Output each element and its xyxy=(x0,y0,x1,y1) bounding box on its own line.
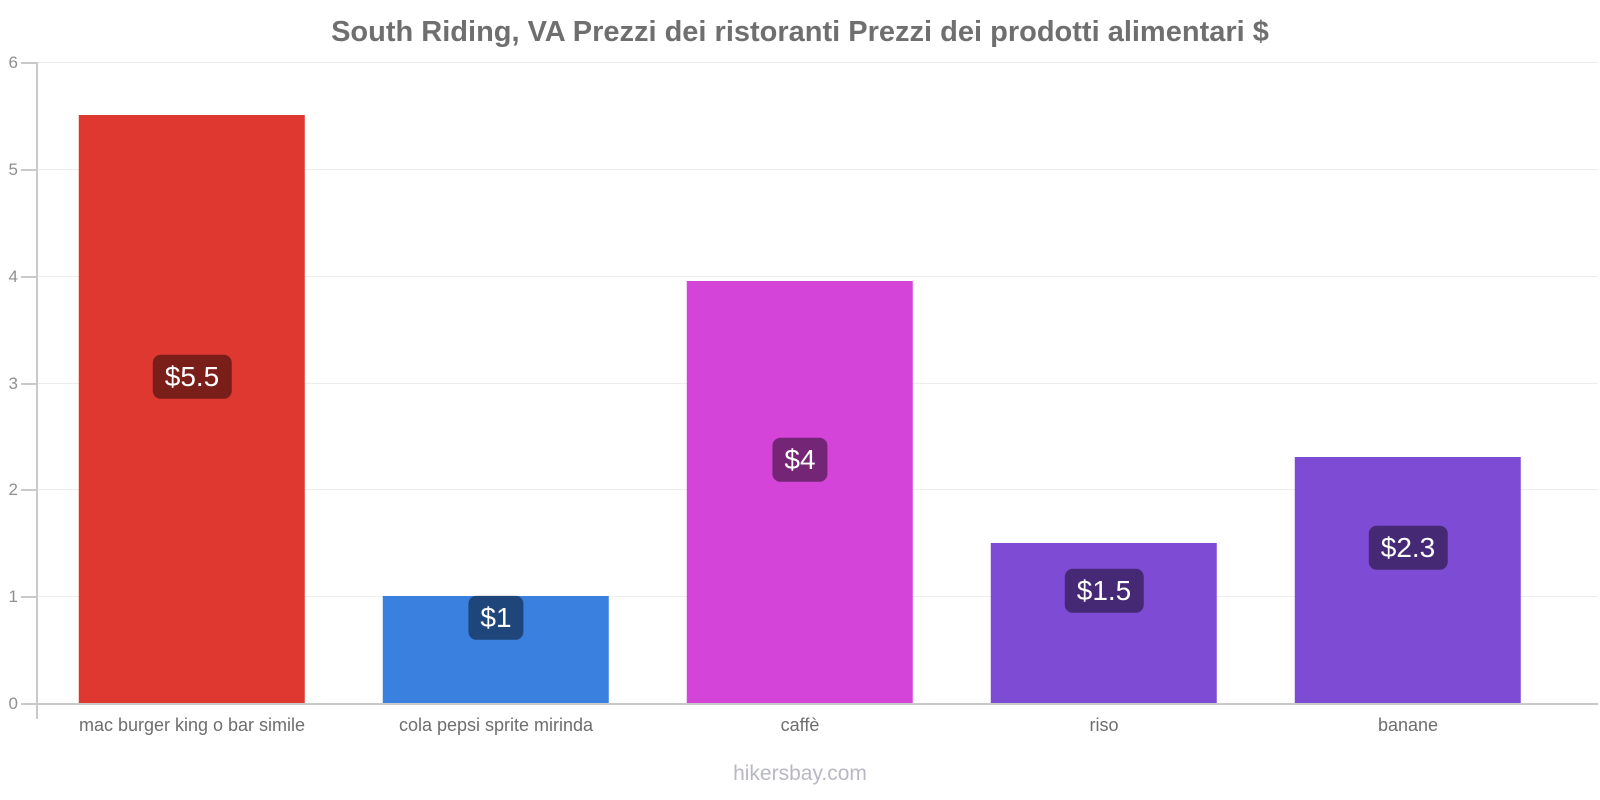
y-tick-label: 2 xyxy=(8,480,18,499)
bar-column: $2.3 xyxy=(1256,62,1560,703)
y-tick-label: 3 xyxy=(8,374,18,393)
x-axis-label: caffè xyxy=(780,715,820,735)
gridline xyxy=(36,276,1598,277)
bar-column: $4 xyxy=(648,62,952,703)
x-axis-label: mac burger king o bar simile xyxy=(78,715,306,735)
bar-value-label: $2.3 xyxy=(1368,526,1448,570)
bar-value-label: $4 xyxy=(772,438,828,482)
chart-title: South Riding, VA Prezzi dei ristoranti P… xyxy=(331,16,1269,48)
bar-1[interactable] xyxy=(78,115,306,703)
bar-value-label: $1.5 xyxy=(1064,569,1144,613)
x-axis-label: riso xyxy=(1089,715,1119,735)
watermark: hikersbay.com xyxy=(733,762,867,785)
gridline xyxy=(36,62,1598,63)
y-tick xyxy=(21,596,36,598)
bar-column: $1 xyxy=(344,62,648,703)
bar-5[interactable] xyxy=(1294,457,1522,703)
y-tick-label: 1 xyxy=(8,587,18,606)
x-axis-label: banane xyxy=(1377,715,1439,735)
y-tick-label: 5 xyxy=(8,160,18,179)
y-tick xyxy=(21,276,36,278)
bar-value-label: $1 xyxy=(468,596,524,640)
y-tick xyxy=(21,489,36,491)
bar-3[interactable] xyxy=(686,281,914,703)
bar-value-label: $5.5 xyxy=(152,355,232,399)
gridline xyxy=(36,169,1598,170)
y-tick-label: 6 xyxy=(8,53,18,72)
y-tick xyxy=(21,169,36,171)
bar-4[interactable] xyxy=(990,543,1218,703)
x-axis-label: cola pepsi sprite mirinda xyxy=(398,715,594,735)
bar-column: $1.5 xyxy=(952,62,1256,703)
y-tick-label: 0 xyxy=(8,694,18,713)
bar-2[interactable] xyxy=(382,596,610,703)
bar-column: $5.5 xyxy=(40,62,344,703)
y-tick xyxy=(21,383,36,385)
y-tick xyxy=(21,62,36,64)
y-axis-line xyxy=(36,62,38,719)
x-axis-line xyxy=(21,703,1598,705)
y-tick-label: 4 xyxy=(8,267,18,286)
